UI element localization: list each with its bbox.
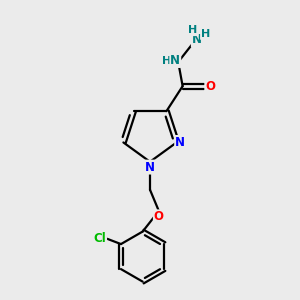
Text: O: O	[154, 210, 164, 223]
Text: N: N	[192, 33, 202, 46]
Text: H: H	[162, 56, 172, 65]
Text: H: H	[201, 29, 210, 39]
Text: H: H	[188, 25, 198, 35]
Text: N: N	[175, 136, 185, 149]
Text: N: N	[145, 160, 155, 174]
Text: Cl: Cl	[93, 232, 106, 245]
Text: O: O	[205, 80, 215, 93]
Text: N: N	[170, 54, 180, 67]
